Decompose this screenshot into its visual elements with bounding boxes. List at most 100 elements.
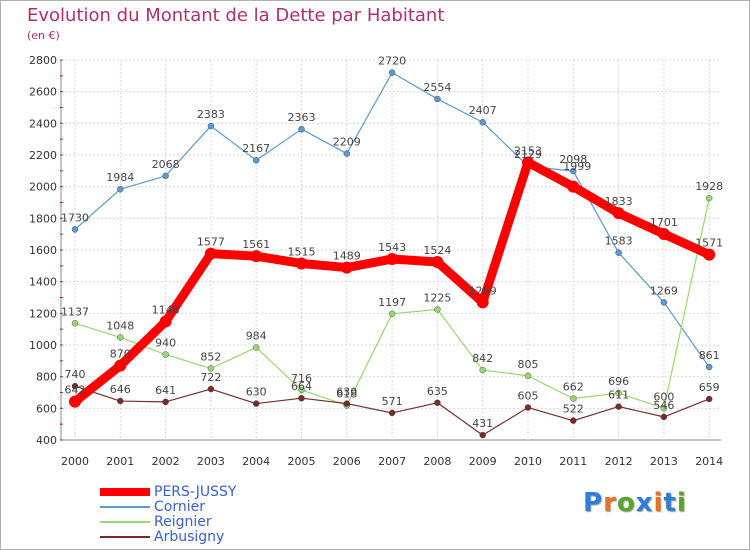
data-label: 522 — [563, 403, 584, 416]
data-label: 1583 — [605, 235, 633, 248]
data-label: 740 — [65, 368, 86, 381]
data-label: 2720 — [378, 55, 406, 68]
data-point — [162, 172, 169, 180]
data-label: 1928 — [695, 180, 723, 193]
chart-grid — [61, 59, 721, 441]
data-label: 1730 — [61, 211, 89, 224]
logo-letter: x — [635, 488, 654, 518]
data-point — [71, 226, 79, 233]
x-tick-label: 2014 — [695, 455, 723, 468]
data-point — [117, 185, 124, 193]
series-cornier — [71, 69, 713, 371]
y-tick-label: 400 — [36, 434, 57, 447]
data-label: 2554 — [423, 81, 451, 94]
data-point — [71, 320, 79, 327]
logo-letter: t — [663, 488, 677, 518]
data-point — [434, 306, 441, 313]
data-point — [570, 167, 577, 175]
data-label: 2209 — [333, 136, 361, 149]
data-point — [567, 180, 580, 193]
data-label: 630 — [246, 386, 267, 399]
x-tick-label: 2013 — [650, 455, 678, 468]
proxiti-logo: Proxiti — [583, 488, 687, 518]
data-label: 571 — [382, 395, 403, 408]
data-point — [159, 315, 172, 328]
data-point — [117, 334, 124, 341]
y-tick-label: 2400 — [29, 117, 57, 130]
data-label: 2363 — [288, 111, 316, 124]
series-pers-jussy — [69, 156, 716, 408]
data-label: 1543 — [378, 241, 406, 254]
logo-letter: i — [653, 488, 664, 518]
x-tick-label: 2006 — [333, 455, 361, 468]
legend-label: PERS-JUSSY — [154, 484, 237, 500]
legend-label: Reignier — [154, 514, 212, 530]
data-point — [207, 122, 215, 130]
data-label: 659 — [699, 381, 720, 394]
data-label: 1577 — [197, 236, 225, 249]
x-tick-label: 2011 — [559, 455, 587, 468]
y-tick-label: 2200 — [29, 149, 57, 162]
data-label: 2407 — [469, 104, 497, 117]
data-labels: 642 870 1148 1577 1561 1515 1489 1543 1524 1269 21… — [61, 55, 723, 430]
x-tick-label: 2003 — [197, 455, 225, 468]
data-point — [476, 296, 489, 309]
data-label: 1999 — [563, 160, 591, 173]
data-point — [114, 359, 127, 372]
data-point — [343, 400, 350, 407]
y-tick-label: 800 — [36, 371, 57, 384]
x-tick-label: 2002 — [152, 455, 180, 468]
data-point — [207, 385, 215, 393]
data-point — [117, 397, 124, 405]
data-label: 431 — [472, 417, 493, 430]
y-tick-label: 2000 — [29, 181, 57, 194]
data-label: 642 — [65, 384, 86, 397]
data-point — [615, 249, 622, 256]
chart-axes: 400 600 800 1000 1200 1400 1600 1800 2000 2200 240… — [29, 54, 723, 468]
data-point — [162, 398, 169, 406]
data-label: 605 — [518, 390, 539, 403]
data-point — [253, 400, 260, 407]
x-tick-label: 2004 — [242, 455, 270, 468]
y-tick-label: 1800 — [29, 212, 57, 225]
data-label: 618 — [336, 387, 357, 400]
data-label: 852 — [200, 350, 221, 363]
logo-letter: i — [676, 488, 687, 518]
legend-label: Cornier — [154, 499, 205, 515]
data-label: 1984 — [106, 171, 134, 184]
data-point — [343, 150, 350, 157]
data-point — [431, 256, 444, 269]
data-label: 870 — [110, 348, 131, 361]
data-label: 2167 — [242, 142, 270, 155]
x-tick-label: 2009 — [469, 455, 497, 468]
data-point — [479, 431, 486, 439]
x-tick-label: 2008 — [423, 455, 451, 468]
logo-letter: P — [583, 488, 604, 518]
data-label: 1269 — [650, 284, 678, 297]
data-label: 546 — [653, 399, 674, 412]
data-label: 1269 — [469, 284, 497, 297]
data-point — [386, 253, 399, 266]
data-point — [660, 405, 668, 412]
data-label: 2068 — [152, 158, 180, 171]
data-label: 716 — [291, 372, 312, 385]
data-label: 842 — [472, 352, 493, 365]
legend-swatch — [100, 488, 150, 496]
data-point — [388, 409, 396, 417]
data-label: 1571 — [695, 237, 723, 250]
data-point — [388, 310, 396, 318]
data-point — [298, 386, 305, 394]
data-point — [204, 247, 217, 260]
data-point — [522, 156, 534, 169]
data-label: 1515 — [288, 245, 316, 258]
data-point — [298, 395, 305, 402]
series-reignier — [71, 194, 713, 412]
data-label: 696 — [608, 375, 629, 388]
data-point — [657, 228, 670, 241]
data-label: 861 — [699, 349, 720, 362]
data-point — [615, 389, 622, 397]
logo-letter: o — [616, 488, 636, 518]
data-point — [479, 119, 486, 126]
data-label: 722 — [200, 371, 221, 384]
data-point — [388, 69, 396, 76]
